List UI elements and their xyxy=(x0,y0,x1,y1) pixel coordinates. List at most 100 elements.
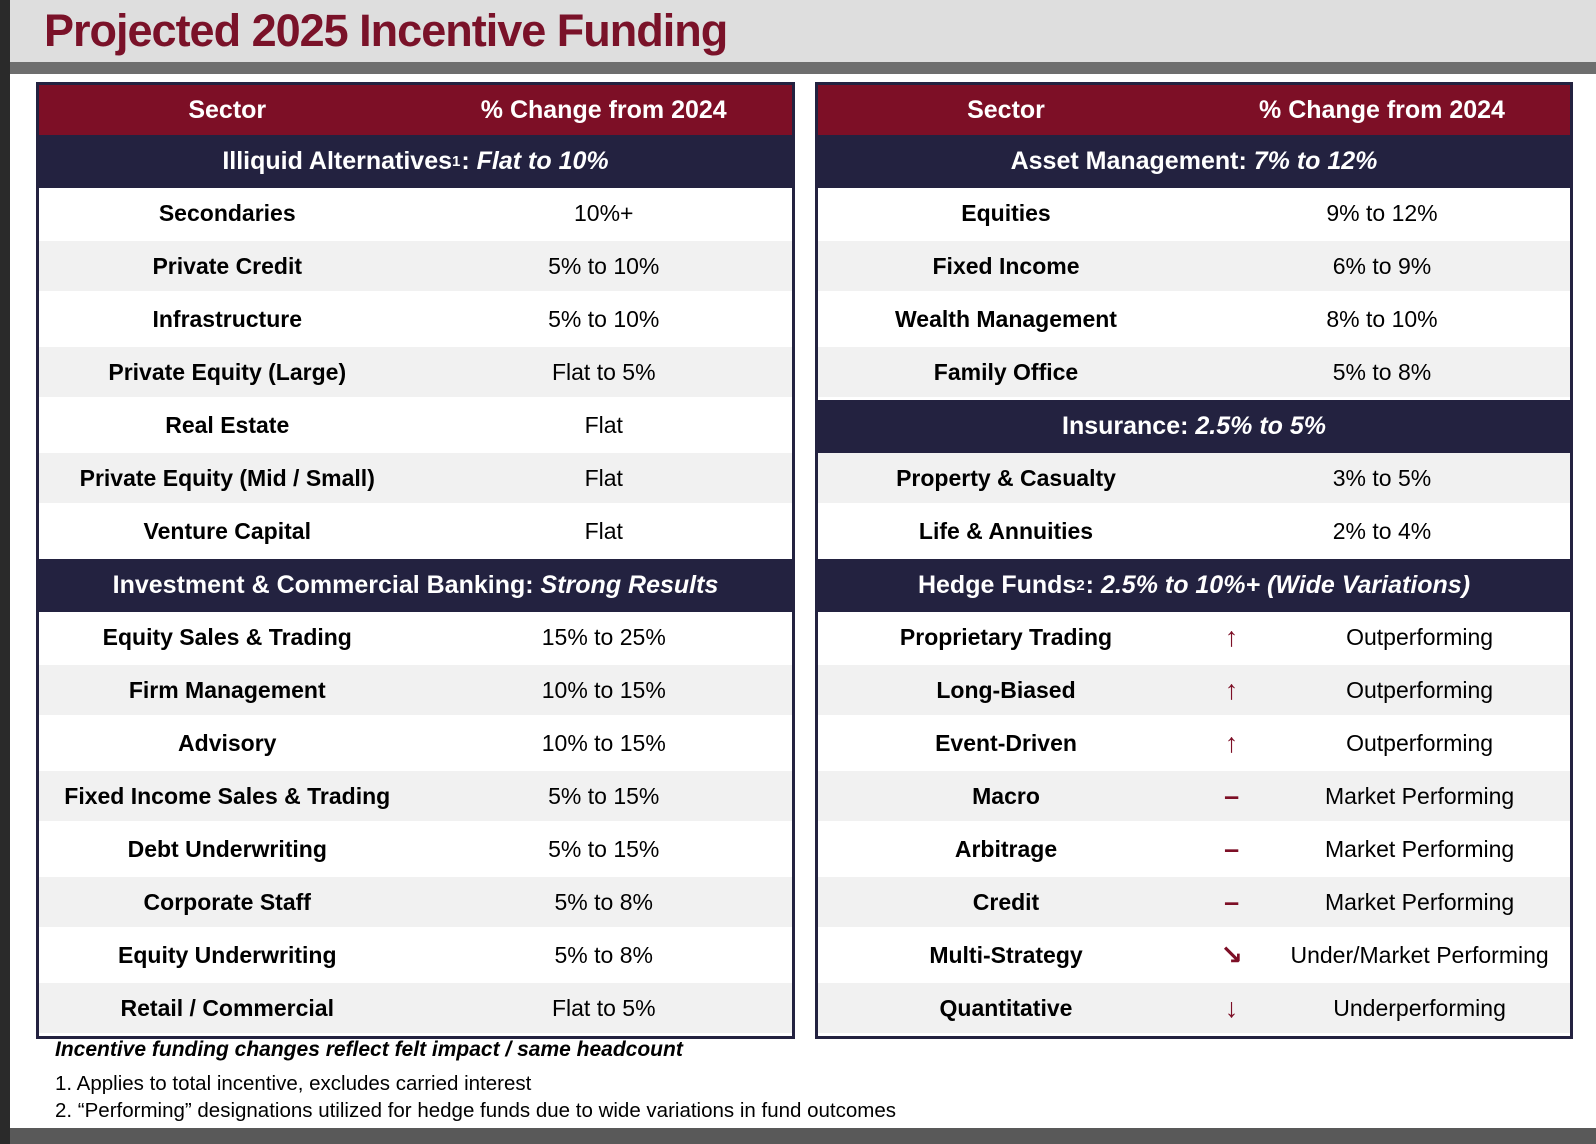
sector-cell: Private Credit xyxy=(152,252,303,279)
col-header-change: % Change from 2024 xyxy=(480,95,727,124)
change-cell: 9% to 12% xyxy=(1326,199,1438,226)
table-row: Equities 9% to 12% xyxy=(818,188,1570,241)
table-row: Macro – Market Performing xyxy=(818,771,1570,824)
sector-cell: Long-Biased xyxy=(936,676,1076,703)
performance-cell: Outperforming xyxy=(1346,729,1494,756)
table-row: Arbitrage – Market Performing xyxy=(818,824,1570,877)
change-cell: 3% to 5% xyxy=(1332,464,1432,491)
section-range: 7% to 12% xyxy=(1253,147,1378,175)
section-range: 2.5% to 5% xyxy=(1195,412,1326,440)
bottom-bar xyxy=(10,1128,1596,1144)
section-colon: : xyxy=(525,571,541,599)
change-cell: 5% to 8% xyxy=(1332,358,1432,385)
sector-cell: Real Estate xyxy=(165,411,290,438)
sector-cell: Proprietary Trading xyxy=(899,623,1113,650)
section-name: Illiquid Alternatives xyxy=(222,147,453,175)
section-header: Investment & Commercial Banking: Strong … xyxy=(39,559,792,612)
change-cell: 5% to 15% xyxy=(548,782,660,809)
sector-cell: Equity Sales & Trading xyxy=(102,623,352,650)
table-row: Private Equity (Large) Flat to 5% xyxy=(39,347,792,400)
footnote-1: 1. Applies to total incentive, excludes … xyxy=(55,1072,532,1095)
section-range: Flat to 10% xyxy=(476,147,609,175)
performance-cell: Market Performing xyxy=(1325,835,1515,862)
table-row: Life & Annuities 2% to 4% xyxy=(818,506,1570,559)
change-cell: 5% to 15% xyxy=(548,835,660,862)
section-header: Asset Management: 7% to 12% xyxy=(818,135,1570,188)
sector-cell: Advisory xyxy=(178,729,277,756)
table-row: Wealth Management 8% to 10% xyxy=(818,294,1570,347)
sector-cell: Family Office xyxy=(933,358,1079,385)
table-row: Family Office 5% to 8% xyxy=(818,347,1570,400)
sector-cell: Arbitrage xyxy=(954,835,1058,862)
footnote-2: 2. “Performing” designations utilized fo… xyxy=(55,1099,896,1122)
col-header-sector: Sector xyxy=(188,95,267,124)
change-cell: 5% to 10% xyxy=(548,305,660,332)
sector-cell: Fixed Income xyxy=(932,252,1080,279)
sector-cell: Quantitative xyxy=(939,994,1073,1021)
col-header-change: % Change from 2024 xyxy=(1259,95,1505,124)
section-colon: : xyxy=(1085,571,1101,599)
sector-cell: Secondaries xyxy=(158,199,296,226)
table-row: Credit – Market Performing xyxy=(818,877,1570,930)
sector-cell: Corporate Staff xyxy=(143,888,311,915)
sector-cell: Retail / Commercial xyxy=(120,994,334,1021)
change-cell: 5% to 10% xyxy=(548,252,660,279)
sector-cell: Venture Capital xyxy=(143,517,311,544)
table-row: Fixed Income Sales & Trading 5% to 15% xyxy=(39,771,792,824)
sector-cell: Private Equity (Large) xyxy=(108,358,347,385)
sector-cell: Macro xyxy=(972,782,1040,809)
trend-arrow-icon: – xyxy=(1224,780,1240,811)
trend-arrow-icon: ↑ xyxy=(1224,727,1239,758)
performance-cell: Outperforming xyxy=(1346,676,1494,703)
table-row: Private Equity (Mid / Small) Flat xyxy=(39,453,792,506)
table-row: Infrastructure 5% to 10% xyxy=(39,294,792,347)
section-name: Asset Management xyxy=(1010,147,1239,175)
change-cell: 10%+ xyxy=(574,199,634,226)
table-row: Multi-Strategy ↘ Under/Market Performing xyxy=(818,930,1570,983)
section-header: Insurance: 2.5% to 5% xyxy=(818,400,1570,453)
trend-arrow-icon: ↓ xyxy=(1224,992,1239,1023)
sector-cell: Life & Annuities xyxy=(918,517,1094,544)
left-sector-table: Sector % Change from 2024 Illiquid Alterna… xyxy=(36,82,795,1039)
change-cell: 15% to 25% xyxy=(541,623,666,650)
sector-cell: Multi-Strategy xyxy=(929,941,1083,968)
performance-cell: Outperforming xyxy=(1346,623,1494,650)
left-edge-strip xyxy=(0,0,10,1144)
trend-arrow-icon: – xyxy=(1224,833,1240,864)
change-cell: 10% to 15% xyxy=(541,729,666,756)
change-cell: 10% to 15% xyxy=(541,676,666,703)
table-row: Advisory 10% to 15% xyxy=(39,718,792,771)
sector-cell: Property & Casualty xyxy=(896,464,1116,491)
table-row: Debt Underwriting 5% to 15% xyxy=(39,824,792,877)
sector-cell: Event-Driven xyxy=(935,729,1077,756)
change-cell: Flat xyxy=(584,411,623,438)
trend-arrow-icon: ↘ xyxy=(1220,939,1243,970)
change-cell: 8% to 10% xyxy=(1326,305,1438,332)
change-cell: Flat xyxy=(584,464,623,491)
change-cell: 2% to 4% xyxy=(1332,517,1432,544)
title-divider-bar xyxy=(10,62,1596,74)
page-title: Projected 2025 Incentive Funding xyxy=(44,5,728,56)
right-sector-table: Sector % Change from 2024 Asset Management… xyxy=(815,82,1573,1039)
table-header-row: Sector % Change from 2024 xyxy=(818,85,1570,135)
sector-cell: Wealth Management xyxy=(895,305,1117,332)
section-range: 2.5% to 10%+ (Wide Variations) xyxy=(1100,571,1471,599)
sector-cell: Firm Management xyxy=(128,676,326,703)
table-row: Quantitative ↓ Underperforming xyxy=(818,983,1570,1036)
sector-cell: Equity Underwriting xyxy=(118,941,337,968)
title-band: Projected 2025 Incentive Funding xyxy=(10,0,1596,62)
table-row: Venture Capital Flat xyxy=(39,506,792,559)
table-row: Property & Casualty 3% to 5% xyxy=(818,453,1570,506)
trend-arrow-icon: – xyxy=(1224,886,1240,917)
performance-cell: Market Performing xyxy=(1325,782,1515,809)
section-colon: : xyxy=(1180,412,1196,440)
sector-cell: Equities xyxy=(961,199,1051,226)
section-colon: : xyxy=(461,147,477,175)
section-header: Hedge Funds 2: 2.5% to 10%+ (Wide Variati… xyxy=(818,559,1570,612)
sector-cell: Credit xyxy=(972,888,1040,915)
section-header: Illiquid Alternatives 1: Flat to 10% xyxy=(39,135,792,188)
change-cell: 6% to 9% xyxy=(1332,252,1432,279)
section-name: Investment & Commercial Banking xyxy=(112,571,526,599)
table-row: Private Credit 5% to 10% xyxy=(39,241,792,294)
table-row: Proprietary Trading ↑ Outperforming xyxy=(818,612,1570,665)
